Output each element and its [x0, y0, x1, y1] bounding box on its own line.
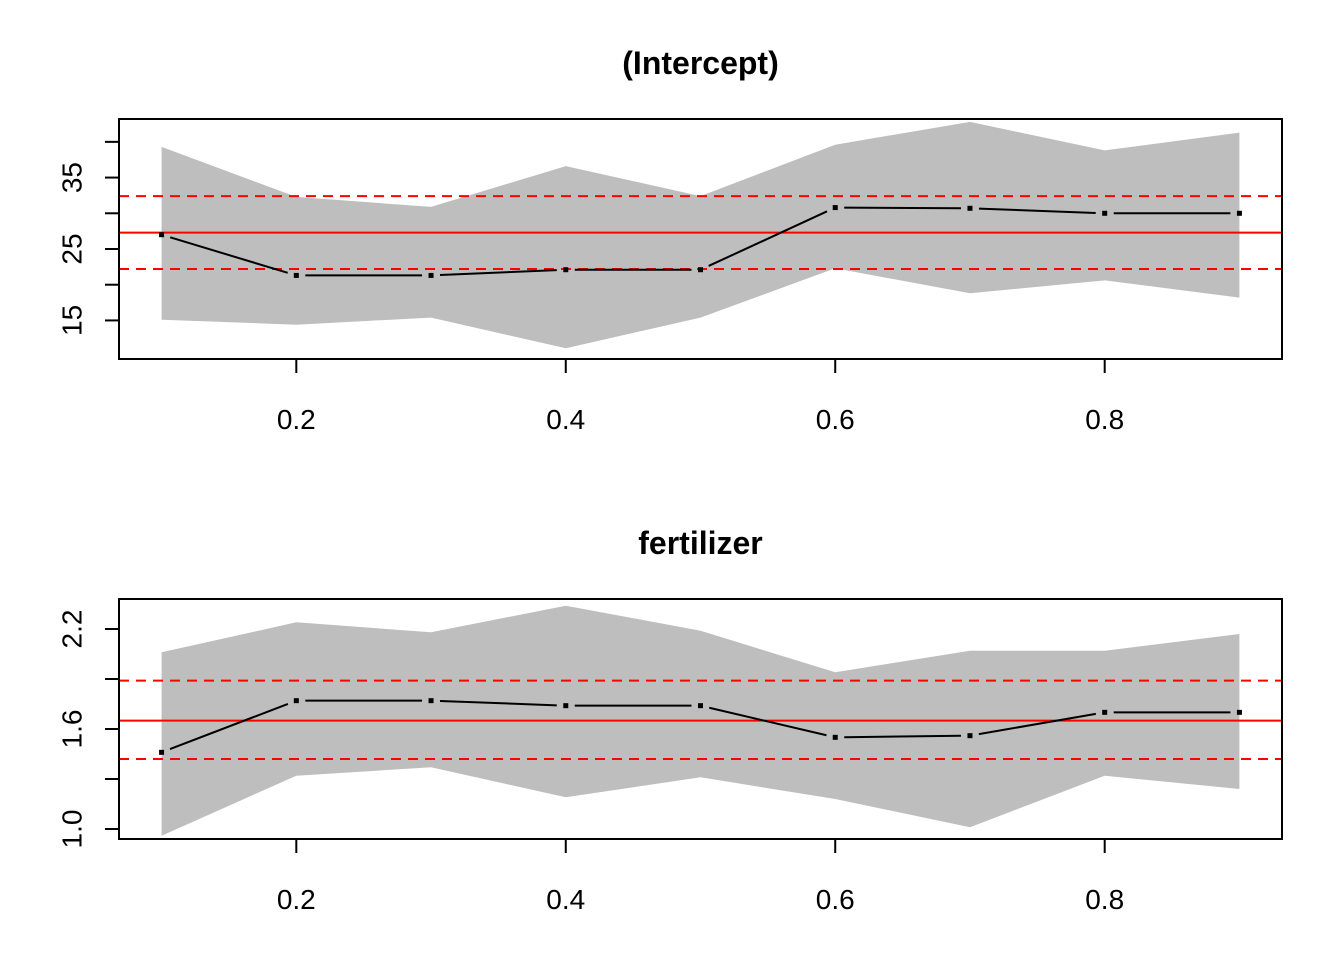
estimate-segment [978, 207, 1096, 214]
estimate-point [563, 267, 569, 273]
y-tick-label: 2.2 [57, 610, 88, 649]
x-tick-label: 0.8 [1085, 404, 1124, 435]
estimate-segment [169, 702, 289, 751]
x-tick-label: 0.6 [816, 884, 855, 915]
estimate-point [1236, 709, 1242, 715]
estimate-segment [439, 269, 557, 277]
x-tick-label: 0.2 [277, 404, 316, 435]
estimate-point [159, 749, 165, 755]
estimate-point [967, 205, 973, 211]
estimate-point [428, 272, 434, 278]
y-tick-label: 35 [57, 162, 88, 193]
estimate-segment [169, 236, 288, 274]
estimate-segment [439, 700, 557, 707]
estimate-segment [844, 734, 961, 739]
estimate-point [159, 232, 165, 238]
estimate-point [293, 272, 299, 278]
x-tick-label: 0.2 [277, 884, 316, 915]
estimate-point [832, 205, 838, 211]
estimate-point [967, 733, 973, 739]
estimate-point [1102, 210, 1108, 216]
estimate-point [698, 703, 703, 709]
estimate-point [563, 703, 569, 709]
estimate-point [698, 267, 703, 273]
y-tick-label: 1.6 [57, 710, 88, 749]
x-tick-label: 0.8 [1085, 884, 1124, 915]
panel-title: (Intercept) [622, 45, 778, 81]
x-tick-label: 0.4 [546, 404, 585, 435]
estimate-point [1102, 709, 1108, 715]
estimate-point [293, 698, 299, 704]
estimate-point [832, 734, 838, 740]
estimate-point [1236, 210, 1242, 216]
estimate-segment [978, 712, 1096, 736]
panel-intercept: 0.2 0.4 0.6 0.8 15 25 35 (Intercept) [57, 45, 1283, 435]
x-tick-label: 0.6 [816, 404, 855, 435]
x-tick-label: 0.4 [546, 884, 585, 915]
panel-fertilizer: 0.2 0.4 0.6 0.8 1.0 1.6 2.2 fertilizer [57, 525, 1283, 915]
y-tick-label: 1.0 [57, 810, 88, 849]
estimate-segment [708, 210, 828, 267]
estimate-segment [709, 706, 827, 737]
confidence-band [161, 121, 1240, 349]
y-tick-label: 15 [57, 305, 88, 336]
estimate-point [428, 698, 434, 704]
panel-title: fertilizer [638, 525, 762, 561]
y-tick-label: 25 [57, 233, 88, 264]
estimate-segment [844, 206, 961, 210]
